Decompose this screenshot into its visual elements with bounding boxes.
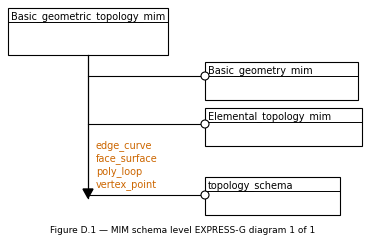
Circle shape: [201, 72, 209, 80]
Bar: [205, 62, 358, 100]
Text: Elemental_topology_mim: Elemental_topology_mim: [208, 111, 331, 122]
Text: topology_schema: topology_schema: [208, 180, 294, 191]
Polygon shape: [83, 189, 93, 198]
Bar: [8, 8, 168, 55]
Text: Basic_geometric_topology_mim: Basic_geometric_topology_mim: [11, 11, 165, 22]
Text: poly_loop: poly_loop: [96, 166, 142, 177]
Text: Basic_geometry_mim: Basic_geometry_mim: [208, 65, 313, 76]
Bar: [205, 177, 340, 215]
Text: Figure D.1 — MIM schema level EXPRESS-G diagram 1 of 1: Figure D.1 — MIM schema level EXPRESS-G …: [51, 226, 315, 235]
Text: face_surface: face_surface: [96, 153, 158, 164]
Circle shape: [201, 120, 209, 128]
Circle shape: [201, 191, 209, 199]
Text: vertex_point: vertex_point: [96, 179, 157, 190]
Bar: [205, 108, 362, 146]
Text: edge_curve: edge_curve: [96, 140, 153, 151]
